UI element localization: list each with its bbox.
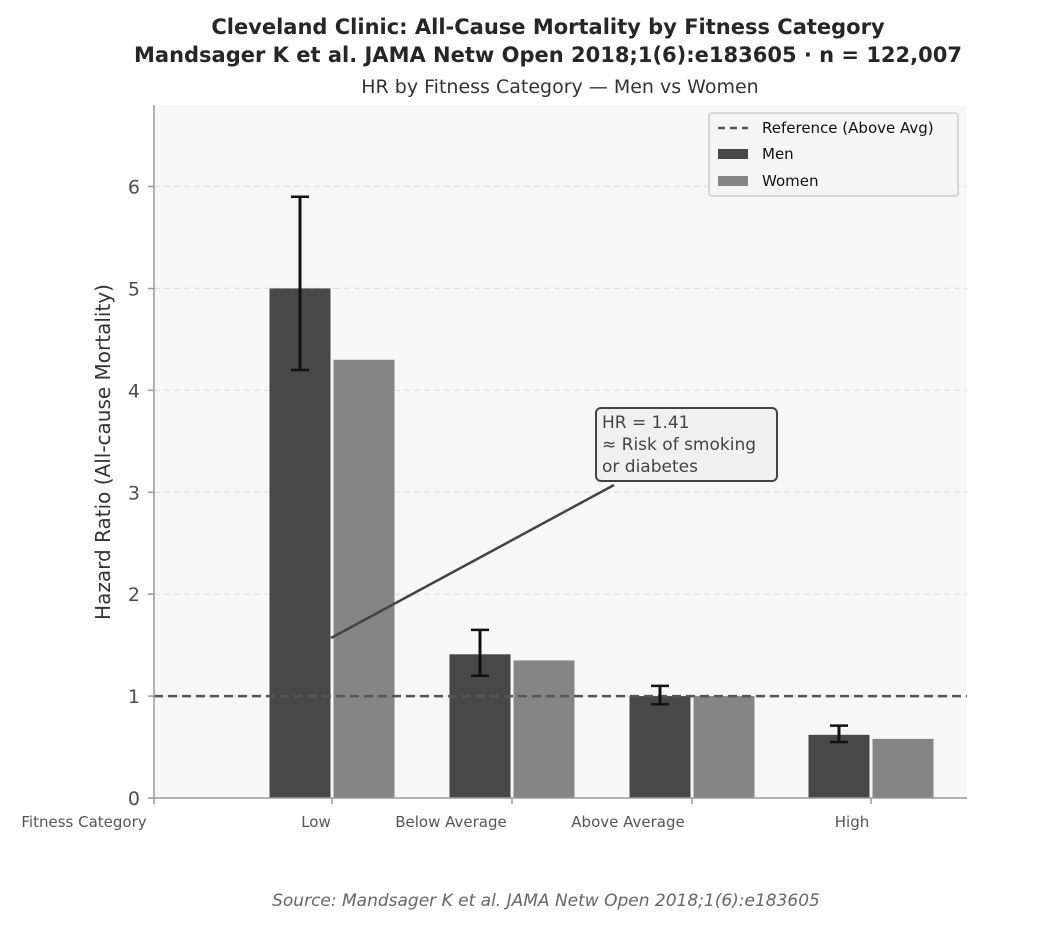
annotation-line2: ≈ Risk of smoking xyxy=(602,435,756,455)
bar-women xyxy=(333,359,395,798)
annotation-box xyxy=(595,407,778,482)
x-axis-label: Fitness Category xyxy=(21,813,146,831)
source-note: Source: Mandsager K et al. JAMA Netw Ope… xyxy=(272,891,820,911)
chart-title-line1: Cleveland Clinic: All-Cause Mortality by… xyxy=(211,15,885,39)
annotation: HR = 1.41 ≈ Risk of smoking or diabetes xyxy=(330,407,778,640)
x-tick-label: Above Average xyxy=(571,813,684,831)
y-tick-label: 4 xyxy=(128,380,140,402)
annotation-arrow xyxy=(330,483,615,640)
chart-subtitle: HR by Fitness Category — Men vs Women xyxy=(361,76,758,98)
y-tick-label: 3 xyxy=(128,482,140,504)
bar-men xyxy=(449,654,511,798)
y-ticks: 0 1 2 3 4 5 6 xyxy=(128,177,154,810)
x-tick-label: Low xyxy=(301,813,331,831)
x-tick-label: High xyxy=(835,813,869,831)
y-tick-label: 2 xyxy=(128,584,140,606)
chart-title-line2: Mandsager K et al. JAMA Netw Open 2018;1… xyxy=(134,43,962,67)
bar-men xyxy=(269,288,331,798)
x-ticks: Low Below Average Above Average High xyxy=(153,798,872,831)
legend-label-men: Men xyxy=(762,145,794,163)
bar-women xyxy=(872,738,934,798)
legend-box xyxy=(708,112,959,197)
bars-layer xyxy=(269,288,934,798)
y-axis-label: Hazard Ratio (All-cause Mortality) xyxy=(91,284,115,620)
bar-women xyxy=(513,660,575,798)
legend-label-women: Women xyxy=(762,172,818,190)
y-tick-label: 1 xyxy=(128,686,140,708)
error-bars-layer xyxy=(291,195,848,744)
bar-men xyxy=(808,734,870,798)
x-tick-label: Below Average xyxy=(395,813,507,831)
legend-swatch-men xyxy=(718,149,748,159)
legend-label-reference: Reference (Above Avg) xyxy=(762,119,934,137)
y-tick-label: 6 xyxy=(128,177,140,199)
y-tick-label: 5 xyxy=(128,278,140,300)
annotation-line3: or diabetes xyxy=(602,457,698,477)
bar-men xyxy=(629,696,691,798)
y-tick-label: 0 xyxy=(128,788,140,810)
legend-swatch-women xyxy=(718,176,748,186)
annotation-line1: HR = 1.41 xyxy=(602,413,690,433)
bar-women xyxy=(693,696,755,798)
legend: Reference (Above Avg) Men Women xyxy=(708,112,959,197)
